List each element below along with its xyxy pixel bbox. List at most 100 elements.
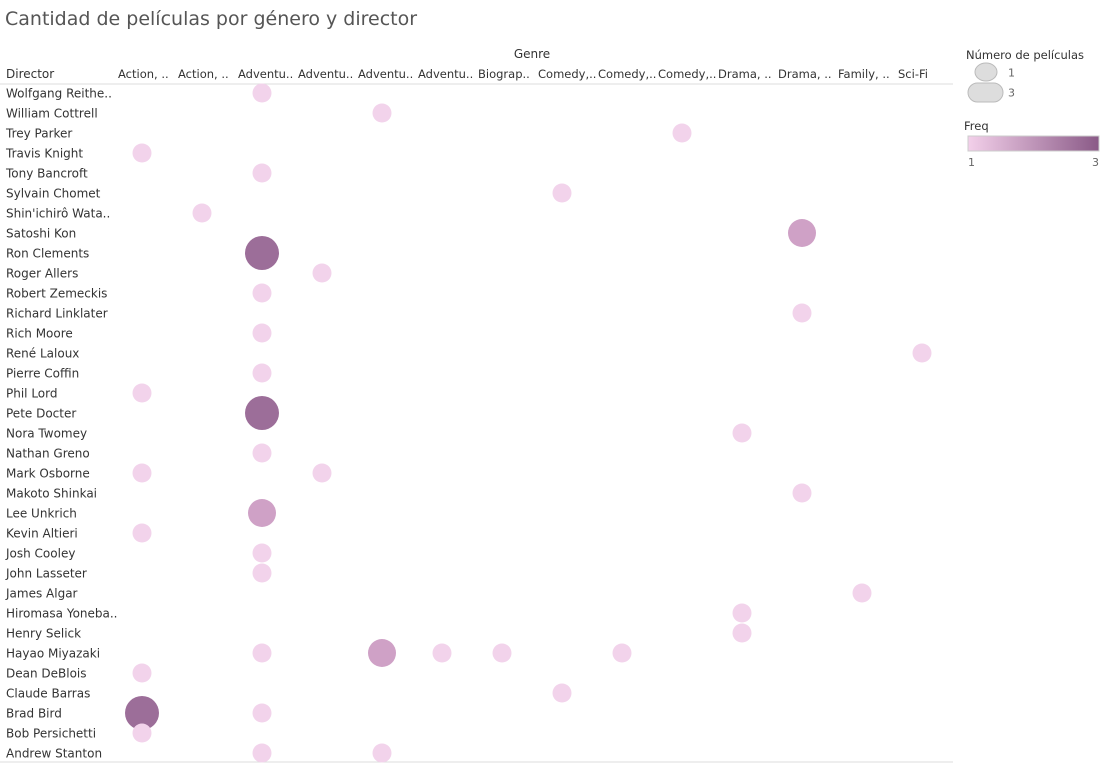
director-label: John Lasseter [5, 567, 87, 581]
bubble-mark[interactable] [252, 643, 272, 663]
size-legend-small-mark [974, 62, 998, 82]
color-legend-title: Freq [964, 119, 989, 133]
row-header-director: Director [6, 67, 54, 81]
bubble-mark[interactable] [252, 743, 272, 763]
bubble-mark[interactable] [552, 183, 572, 203]
director-label: Pete Docter [6, 407, 76, 421]
bubble-mark[interactable] [132, 463, 152, 483]
director-label: Nora Twomey [6, 427, 87, 441]
bubble-mark[interactable] [492, 643, 512, 663]
director-label: Roger Allers [6, 267, 78, 281]
director-label: Hayao Miyazaki [6, 647, 100, 661]
bubble-mark[interactable] [245, 236, 279, 270]
director-label: Lee Unkrich [6, 507, 77, 521]
bubble-mark[interactable] [672, 123, 692, 143]
director-label: Hiromasa Yoneba.. [6, 607, 118, 621]
bubble-mark[interactable] [132, 663, 152, 683]
bubble-mark[interactable] [252, 563, 272, 583]
size-legend-title: Número de películas [966, 48, 1084, 62]
genre-label: Adventu.. [358, 67, 413, 81]
director-label: Josh Cooley [5, 547, 75, 561]
bubble-mark[interactable] [372, 103, 392, 123]
color-legend-ramp [967, 135, 1100, 152]
director-label: Richard Linklater [6, 307, 108, 321]
bubble-mark[interactable] [372, 743, 392, 763]
genre-label: Action, .. [118, 67, 169, 81]
genre-label: Adventu.. [418, 67, 473, 81]
director-label: René Laloux [6, 347, 79, 361]
director-label: Nathan Greno [6, 447, 90, 461]
bubble-mark[interactable] [312, 463, 332, 483]
color-legend-min-label: 1 [968, 156, 975, 169]
bubble-mark[interactable] [252, 163, 272, 183]
bubble-mark[interactable] [252, 363, 272, 383]
bubble-mark[interactable] [125, 696, 159, 730]
director-label: Robert Zemeckis [6, 287, 107, 301]
director-label: Tony Bancroft [5, 167, 88, 181]
column-header-genre: Genre [514, 47, 550, 61]
genre-label: Biograp.. [478, 67, 530, 81]
bubble-mark[interactable] [612, 643, 632, 663]
bubble-mark[interactable] [368, 639, 396, 667]
bubble-mark[interactable] [132, 523, 152, 543]
director-label: Kevin Altieri [6, 527, 78, 541]
director-label: Henry Selick [6, 627, 81, 641]
genre-label: Adventu.. [298, 67, 353, 81]
director-label: Wolfgang Reithe.. [6, 87, 112, 101]
genre-label: Comedy,.. [598, 67, 656, 81]
bubble-mark[interactable] [132, 723, 152, 743]
director-label: Makoto Shinkai [6, 487, 97, 501]
bubble-mark[interactable] [432, 643, 452, 663]
bubble-mark[interactable] [312, 263, 332, 283]
bubble-mark[interactable] [192, 203, 212, 223]
genre-label: Comedy,.. [658, 67, 716, 81]
size-legend-large-mark [967, 82, 1004, 103]
genre-label: Family, .. [838, 67, 890, 81]
bubble-mark[interactable] [252, 703, 272, 723]
director-label: Mark Osborne [6, 467, 90, 481]
genre-label: Drama, .. [718, 67, 772, 81]
bubble-mark[interactable] [252, 323, 272, 343]
director-label: Brad Bird [6, 707, 62, 721]
bubble-mark[interactable] [732, 603, 752, 623]
genre-label: Sci-Fi [898, 67, 928, 81]
director-label: Claude Barras [6, 687, 90, 701]
size-legend-min-label: 1 [1008, 67, 1015, 80]
color-legend-max-label: 3 [1092, 156, 1099, 169]
director-label: Trey Parker [5, 127, 72, 141]
director-label: Ron Clements [6, 247, 89, 261]
bubble-mark[interactable] [792, 483, 812, 503]
director-label: Pierre Coffin [6, 367, 79, 381]
director-label: Phil Lord [6, 387, 57, 401]
genre-label: Adventu.. [238, 67, 293, 81]
bubble-mark[interactable] [252, 283, 272, 303]
bubble-mark[interactable] [912, 343, 932, 363]
director-label: Dean DeBlois [6, 667, 87, 681]
genre-label: Comedy,.. [538, 67, 596, 81]
bubble-mark[interactable] [252, 443, 272, 463]
director-label: James Algar [5, 587, 78, 601]
director-label: Rich Moore [6, 327, 73, 341]
bubble-mark[interactable] [732, 423, 752, 443]
bubble-mark[interactable] [792, 303, 812, 323]
bubble-mark[interactable] [245, 396, 279, 430]
bubble-mark[interactable] [552, 683, 572, 703]
bubble-mark[interactable] [132, 383, 152, 403]
size-legend-max-label: 3 [1008, 87, 1015, 100]
director-label: Shin'ichirô Wata.. [6, 207, 110, 221]
director-label: Travis Knight [5, 147, 83, 161]
director-label: William Cottrell [6, 107, 98, 121]
director-label: Bob Persichetti [6, 727, 96, 741]
bubble-mark[interactable] [732, 623, 752, 643]
bubble-mark[interactable] [252, 543, 272, 563]
bubble-mark[interactable] [132, 143, 152, 163]
chart-title: Cantidad de películas por género y direc… [5, 8, 418, 30]
bubble-mark[interactable] [248, 499, 276, 527]
director-label: Satoshi Kon [6, 227, 76, 241]
director-label: Andrew Stanton [6, 747, 102, 761]
bubble-mark[interactable] [252, 83, 272, 103]
bubble-mark[interactable] [788, 219, 816, 247]
bubble-mark[interactable] [852, 583, 872, 603]
genre-label: Drama, .. [778, 67, 832, 81]
